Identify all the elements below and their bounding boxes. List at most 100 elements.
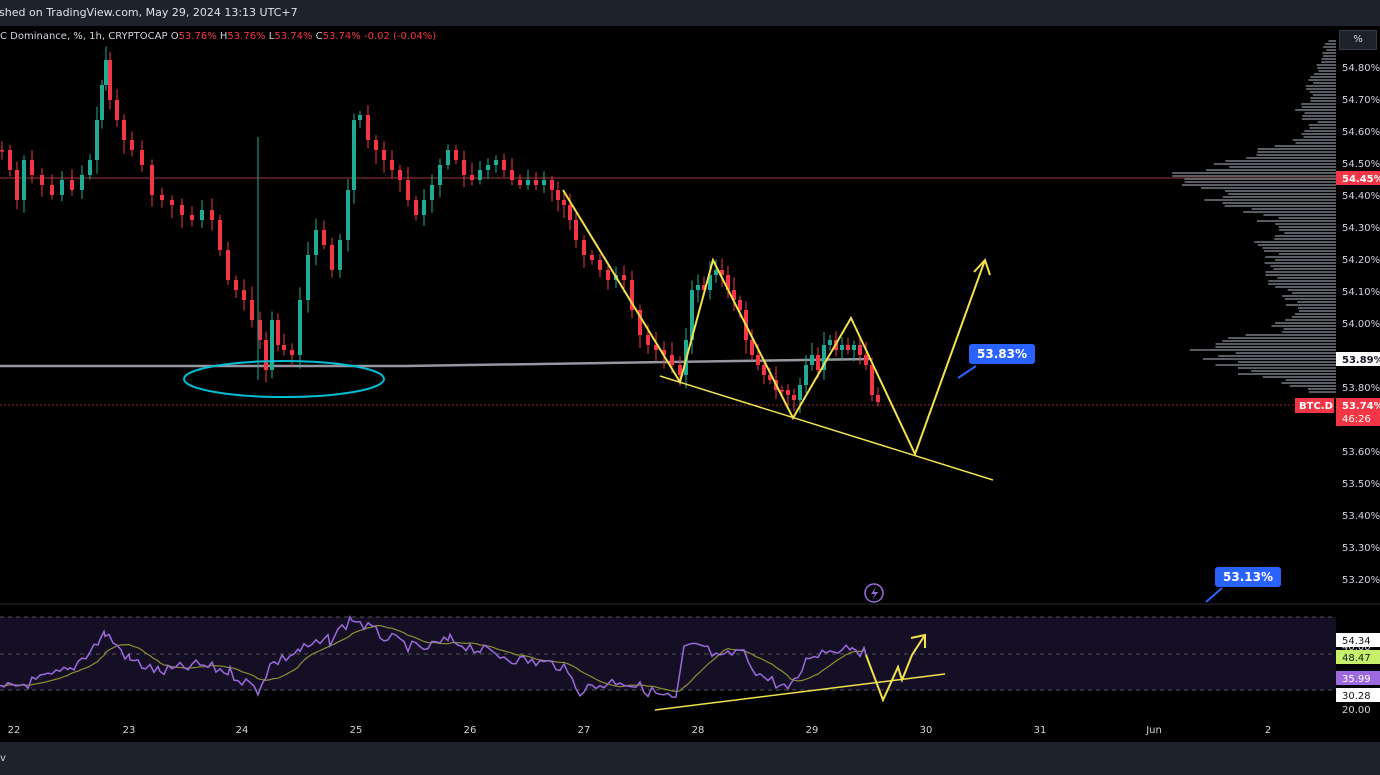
rsi-ma-tag: 48.47 (1342, 653, 1371, 664)
candle-body (430, 185, 434, 200)
volume-profile-bar (1184, 181, 1336, 183)
candle-body (708, 275, 712, 290)
candle-body (702, 285, 706, 290)
candle-body (358, 115, 362, 120)
volume-profile-bar (1225, 160, 1336, 162)
rsi-line (0, 614, 867, 698)
resistance-tag-text: 54.45% (1342, 174, 1380, 185)
candle-body (406, 180, 410, 200)
volume-profile-bar (1297, 301, 1336, 303)
percent-scale-button[interactable]: % (1339, 30, 1377, 50)
volume-profile-bar (1301, 133, 1336, 135)
candle-body (534, 180, 538, 185)
volume-profile-bar (1324, 43, 1336, 45)
candle-body (338, 240, 342, 270)
resistance-tag: 54.45% (1336, 171, 1380, 185)
rsi-trendline[interactable] (654, 673, 946, 711)
volume-profile-bar (1309, 91, 1336, 93)
volume-profile-bar (1222, 340, 1336, 342)
time-tick: 25 (350, 725, 363, 736)
candle-body (646, 335, 650, 345)
rsi-zigzag-projection[interactable] (865, 634, 926, 703)
volume-profile-bar (1310, 97, 1336, 99)
support-line-right[interactable] (404, 357, 871, 368)
candle-body (846, 345, 850, 350)
candle-body (60, 180, 64, 195)
volume-profile-bar (1245, 334, 1336, 336)
price-tick: 53.60% (1342, 447, 1380, 458)
volume-profile-bar (1222, 202, 1336, 204)
volume-profile-bar (1218, 355, 1336, 357)
candle-body (852, 345, 856, 350)
symbol-name: C Dominance, %, 1h, CRYPTOCAP (0, 31, 168, 42)
symbol-tag: BTC.D (1295, 398, 1334, 413)
volume-profile-bar (1181, 184, 1336, 186)
volume-profile-bar (1285, 298, 1336, 300)
volume-profile-bar (1265, 256, 1336, 258)
volume-profile-bar (1322, 52, 1336, 54)
lower-trendline[interactable] (659, 375, 994, 481)
volume-profile-bar (1302, 115, 1336, 117)
support-tag-text: 53.89% (1342, 355, 1380, 366)
candle-body (720, 270, 724, 275)
volume-profile-bar (1321, 61, 1336, 63)
candle-body (150, 165, 154, 195)
volume-profile-bar (1251, 370, 1336, 372)
volume-profile-bar (1305, 85, 1336, 87)
last-price-tag: 53.74% 46:26 (1336, 398, 1380, 426)
volume-profile-bar (1264, 250, 1336, 252)
support-circle-annotation[interactable] (183, 360, 385, 398)
candle-body (80, 175, 84, 190)
time-tick: 26 (464, 725, 477, 736)
volume-profile-bar (1229, 166, 1336, 168)
callout-label-1[interactable]: 53.83% (969, 344, 1035, 364)
time-axis[interactable]: 22 23 24 25 26 27 28 29 30 31 Jun 2 (8, 725, 1272, 736)
candle-body (810, 355, 814, 365)
price-tick: 54.10% (1342, 287, 1380, 298)
candle-body (190, 215, 194, 220)
price-tick: 53.40% (1342, 511, 1380, 522)
symbol-tag-text: BTC.D (1299, 401, 1333, 412)
volume-profile-bar (1265, 274, 1336, 276)
volume-profile-bar (1270, 265, 1336, 267)
volume-profile-bar (1275, 223, 1336, 225)
volume-profile-bar (1278, 226, 1336, 228)
high-value: 53.76% (227, 31, 266, 42)
candle-body (494, 160, 498, 165)
volume-profile-bar (1304, 112, 1336, 114)
volume-profile-bar (1172, 175, 1336, 177)
rsi-value-tag: 35.99 (1342, 674, 1371, 685)
candle-body (330, 245, 334, 270)
candle-body (526, 180, 530, 185)
volume-profile-bar (1224, 205, 1336, 207)
price-tick: 54.20% (1342, 255, 1380, 266)
volume-profile-bar (1237, 373, 1336, 375)
callout-label-2[interactable]: 53.13% (1215, 567, 1281, 587)
volume-profile-bar (1289, 385, 1336, 387)
volume-profile-bar (1309, 127, 1336, 129)
candle-body (398, 170, 402, 180)
volume-profile-bar (1257, 244, 1336, 246)
symbol-legend[interactable]: C Dominance, %, 1h, CRYPTOCAP O53.76% H5… (0, 31, 436, 42)
rsi-axis: 40.00 54.34 48.47 35.99 30.28 20.00 (1336, 633, 1380, 716)
candle-body (438, 165, 442, 185)
volume-profile-bar (1263, 214, 1336, 216)
rsi-ma-line (0, 624, 867, 693)
lightning-icon[interactable] (864, 583, 884, 603)
candle-body (298, 300, 302, 355)
candle-body (816, 355, 820, 370)
candle-body (50, 185, 54, 195)
candle-body (470, 175, 474, 180)
volume-profile-bar (1326, 49, 1336, 51)
footer-corner-text: v (0, 753, 6, 764)
callout-pointer-1 (957, 365, 977, 379)
volume-profile-bar (1292, 139, 1336, 141)
volume-profile-bar (1275, 322, 1336, 324)
volume-profile-bar (1307, 388, 1336, 390)
candle-body (88, 160, 92, 175)
volume-profile-bar (1299, 310, 1336, 312)
price-tick: 53.30% (1342, 543, 1380, 554)
price-tick: 53.80% (1342, 383, 1380, 394)
candle-body (122, 120, 126, 140)
